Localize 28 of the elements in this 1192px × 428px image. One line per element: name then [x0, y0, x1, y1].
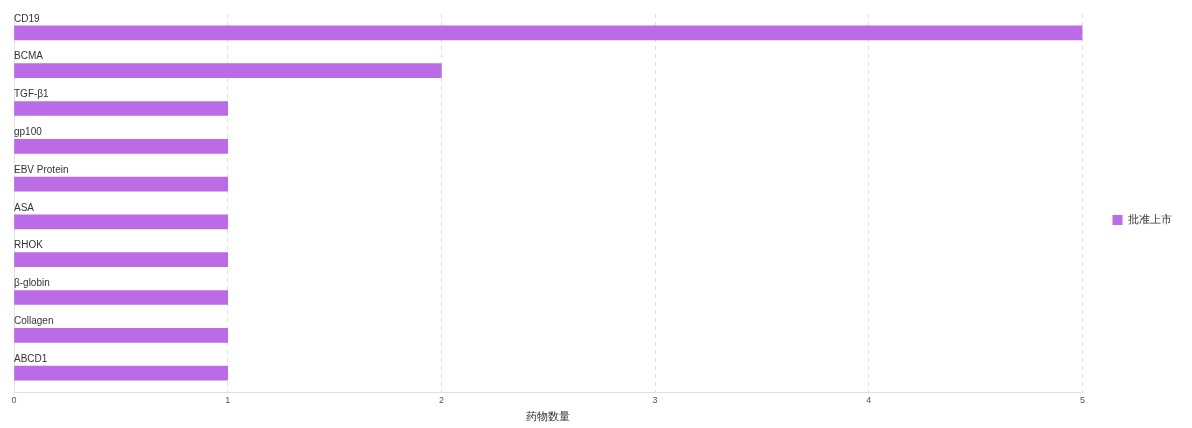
x-tick-label: 5 [1079, 394, 1086, 405]
bar [14, 101, 229, 116]
bar [14, 365, 229, 381]
y-tick-label: RHOK [14, 239, 44, 251]
bar [14, 138, 229, 154]
y-tick-label: ASA [14, 201, 35, 213]
bar [14, 25, 1083, 41]
y-tick-label: BCMA [14, 50, 44, 62]
x-tick-label: 4 [866, 394, 872, 405]
bar [14, 252, 229, 268]
y-tick-label: β-globin [14, 277, 50, 289]
y-tick-label: EBV Protein [14, 163, 69, 175]
x-tick-label: 3 [652, 394, 658, 405]
legend-label: 批准上市 [1128, 213, 1172, 226]
bar [14, 63, 442, 79]
x-tick-label: 2 [438, 394, 444, 405]
bar [14, 290, 229, 305]
x-axis-title: 药物数量 [526, 410, 571, 423]
y-tick-label: CD19 [14, 12, 40, 24]
y-tick-label: gp100 [14, 126, 43, 138]
bar [14, 327, 229, 343]
bar [14, 214, 229, 230]
y-tick-label: ABCD1 [14, 352, 48, 364]
bar [14, 176, 229, 192]
y-tick-label: Collagen [14, 315, 54, 327]
x-tick-label: 0 [11, 394, 17, 405]
y-tick-label: TGF-β1 [14, 88, 50, 100]
x-tick-label: 1 [225, 394, 231, 405]
